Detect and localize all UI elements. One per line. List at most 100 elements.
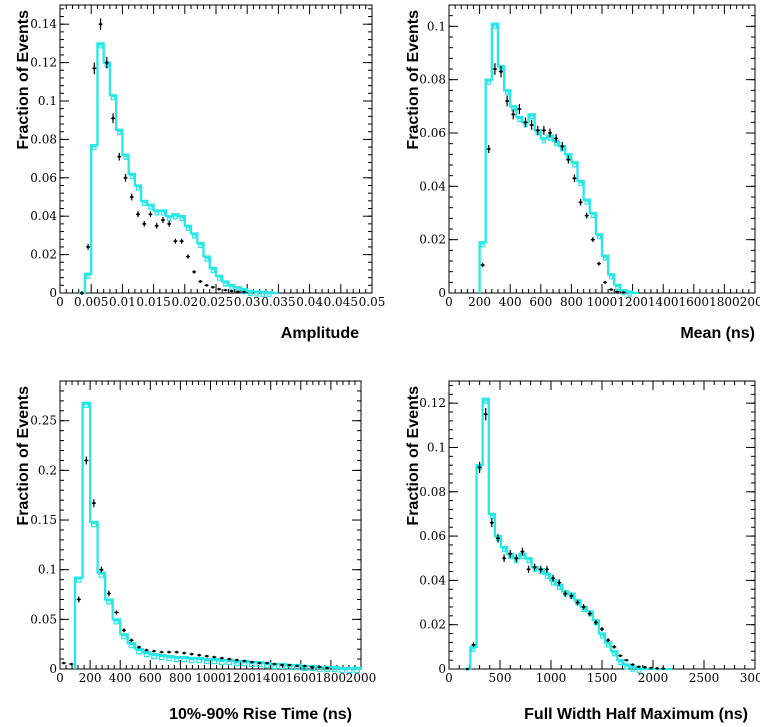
simulation-bin: [578, 181, 583, 187]
x-tick-label: 2500: [689, 671, 720, 685]
y-tick-label: 0.1: [38, 94, 57, 108]
x-tick-label: 400: [109, 671, 132, 685]
simulation-bin: [260, 292, 266, 297]
x-tick-label: 200: [468, 295, 491, 309]
data-point: [554, 134, 559, 143]
simulation-bin: [191, 234, 197, 239]
simulation-bin: [550, 581, 556, 586]
x-tick-label: 1000: [536, 671, 567, 685]
data-point: [584, 212, 589, 219]
data-point: [92, 62, 97, 75]
x-tick-label: 0.02: [171, 295, 198, 309]
simulation-bin: [264, 663, 270, 669]
data-point: [129, 193, 134, 201]
data-point: [167, 650, 172, 654]
data-point: [279, 663, 285, 667]
data-point: [294, 664, 300, 668]
simulation-bin: [636, 668, 641, 673]
data-point: [596, 261, 601, 266]
data-point: [179, 238, 184, 244]
data-point: [471, 642, 476, 647]
data-point: [603, 281, 608, 284]
data-point: [212, 655, 217, 659]
data-point: [575, 599, 580, 606]
simulation-bin: [612, 652, 617, 657]
data-point: [182, 651, 187, 655]
data-point: [572, 174, 577, 183]
data-point: [223, 288, 228, 292]
simulation-bin: [211, 659, 218, 665]
data-point: [302, 664, 307, 668]
simulation-bin: [98, 44, 103, 49]
amplitude-panel: 0 0.005 0.01 0.015 0.02 0.025 0.03 0.035 0.04 0.0…: [15, 4, 386, 342]
simulation-bin: [301, 666, 308, 672]
simulation-bin: [117, 130, 122, 135]
simulation-bin: [160, 211, 166, 216]
simulation-bin: [544, 574, 550, 579]
simulation-bin: [173, 657, 180, 663]
y-tick-label: 0.02: [30, 248, 57, 262]
data-point: [317, 665, 322, 669]
y-tick-label: 0.06: [419, 126, 446, 140]
data-point: [104, 56, 109, 69]
y-tick-label: 0.1: [38, 563, 57, 577]
data-point: [84, 456, 89, 465]
data-point: [98, 18, 103, 30]
data-point: [535, 125, 540, 135]
data-point: [661, 667, 666, 670]
simulation-bin: [121, 635, 127, 640]
x-tick-label: 0.01: [109, 295, 136, 309]
simulation-bin: [541, 139, 547, 144]
data-point: [486, 145, 491, 153]
x-tick-label: 1500: [587, 671, 618, 685]
data-point: [465, 667, 470, 671]
y-tick-label: 0: [49, 286, 57, 300]
simulation-bin: [188, 658, 195, 664]
x-tick-label: 1000: [195, 671, 226, 685]
y-tick-label: 0.1: [427, 19, 446, 33]
simulation-bin: [316, 667, 323, 673]
simulation-bin: [166, 656, 172, 662]
simulation-bin: [339, 668, 346, 674]
data-point: [489, 518, 494, 528]
simulation-bin: [223, 282, 228, 287]
data-point: [136, 211, 140, 218]
x-tick-label: 0.045: [324, 295, 358, 309]
simulation-bin: [142, 201, 147, 206]
simulation-bin: [354, 668, 361, 674]
data-point: [154, 222, 159, 229]
simulation-bin: [489, 514, 494, 520]
data-point: [204, 284, 209, 287]
x-tick-label: 0.05: [359, 295, 386, 309]
simulation-bin: [271, 664, 278, 670]
simulation-bin: [480, 243, 485, 248]
simulation-bin: [123, 155, 128, 160]
data-point: [514, 554, 519, 562]
simulation-bin: [627, 292, 632, 297]
data-point: [325, 666, 330, 670]
data-point: [642, 665, 647, 669]
y-axis-label: Fraction of Events: [405, 386, 422, 526]
x-tick-label: 2000: [740, 295, 760, 309]
plot-frame: [59, 380, 362, 670]
data-point: [609, 288, 614, 291]
data-point: [106, 590, 111, 597]
simulation-bin: [248, 291, 253, 297]
y-tick-label: 0.2: [38, 463, 57, 477]
simulation-bin: [106, 600, 112, 605]
x-tick-label: 2000: [346, 671, 377, 685]
y-tick-label: 0.06: [30, 171, 57, 185]
data-point: [541, 125, 546, 135]
data-point: [185, 254, 190, 259]
simulation-bin: [471, 647, 476, 652]
data-point: [167, 221, 172, 227]
simulation-bin: [181, 657, 188, 663]
y-tick-label: 0.05: [30, 612, 57, 626]
data-point: [648, 666, 653, 670]
simulation-bin: [216, 276, 222, 281]
data-point: [551, 574, 556, 582]
simulation-bin: [624, 665, 629, 670]
simulation-bin: [151, 655, 157, 660]
x-tick-label: 600: [139, 671, 162, 685]
